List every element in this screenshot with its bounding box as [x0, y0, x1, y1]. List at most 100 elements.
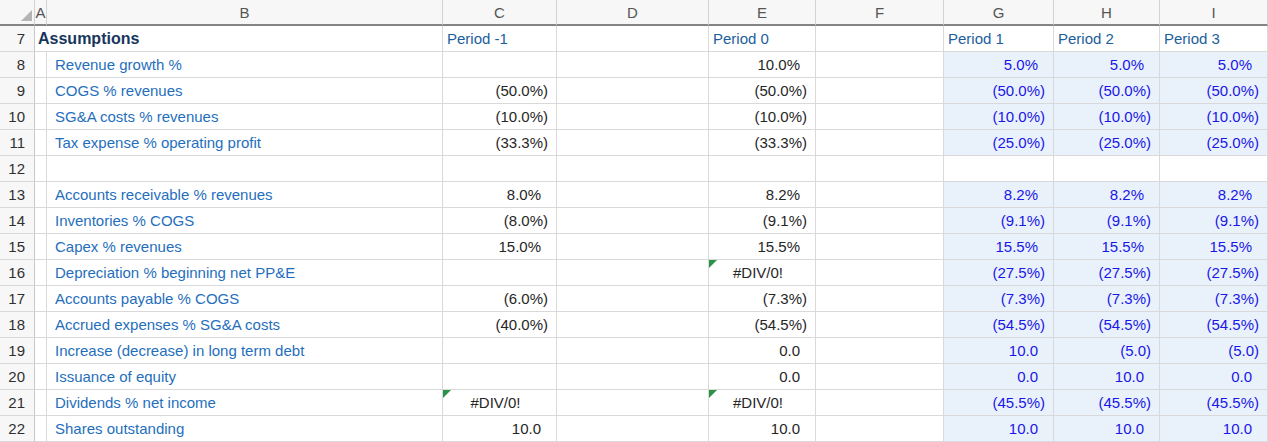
- cell-I14[interactable]: (9.1%): [1160, 208, 1268, 234]
- cell-D13[interactable]: [557, 182, 709, 208]
- row-header-22[interactable]: 22: [0, 416, 35, 442]
- cell-G16[interactable]: (27.5%): [944, 260, 1054, 286]
- cell-I15[interactable]: 15.5%: [1160, 234, 1268, 260]
- column-header-H[interactable]: H: [1054, 0, 1160, 26]
- cell-G12[interactable]: [944, 156, 1054, 182]
- cell-D7[interactable]: [557, 26, 709, 52]
- row-header-9[interactable]: 9: [0, 78, 35, 104]
- select-all-corner[interactable]: [0, 0, 35, 26]
- cell-C19[interactable]: [443, 338, 557, 364]
- cell-E8[interactable]: 10.0%: [709, 52, 816, 78]
- cell-H10[interactable]: (10.0%): [1054, 104, 1160, 130]
- cell-D21[interactable]: [557, 390, 709, 416]
- cell-A19[interactable]: [35, 338, 47, 364]
- cell-B10[interactable]: SG&A costs % revenues: [47, 104, 443, 130]
- cell-E10[interactable]: (10.0%): [709, 104, 816, 130]
- cell-A21[interactable]: [35, 390, 47, 416]
- cell-A18[interactable]: [35, 312, 47, 338]
- cell-G7[interactable]: Period 1: [944, 26, 1054, 52]
- cell-D14[interactable]: [557, 208, 709, 234]
- cell-A13[interactable]: [35, 182, 47, 208]
- row-header-16[interactable]: 16: [0, 260, 35, 286]
- cell-B15[interactable]: Capex % revenues: [47, 234, 443, 260]
- cell-E18[interactable]: (54.5%): [709, 312, 816, 338]
- cell-F13[interactable]: [816, 182, 944, 208]
- column-header-F[interactable]: F: [816, 0, 944, 26]
- cell-F15[interactable]: [816, 234, 944, 260]
- cell-C18[interactable]: (40.0%): [443, 312, 557, 338]
- cell-B20[interactable]: Issuance of equity: [47, 364, 443, 390]
- cell-I20[interactable]: 0.0: [1160, 364, 1268, 390]
- column-header-B[interactable]: B: [47, 0, 443, 26]
- cell-A20[interactable]: [35, 364, 47, 390]
- cell-F10[interactable]: [816, 104, 944, 130]
- cell-E15[interactable]: 15.5%: [709, 234, 816, 260]
- cell-E14[interactable]: (9.1%): [709, 208, 816, 234]
- cell-C20[interactable]: [443, 364, 557, 390]
- cell-G17[interactable]: (7.3%): [944, 286, 1054, 312]
- cell-C10[interactable]: (10.0%): [443, 104, 557, 130]
- cell-D12[interactable]: [557, 156, 709, 182]
- cell-I16[interactable]: (27.5%): [1160, 260, 1268, 286]
- cell-G10[interactable]: (10.0%): [944, 104, 1054, 130]
- cell-I10[interactable]: (10.0%): [1160, 104, 1268, 130]
- row-header-13[interactable]: 13: [0, 182, 35, 208]
- cell-E9[interactable]: (50.0%): [709, 78, 816, 104]
- cell-G19[interactable]: 10.0: [944, 338, 1054, 364]
- cell-A17[interactable]: [35, 286, 47, 312]
- cell-C21[interactable]: #DIV/0!: [443, 390, 557, 416]
- cell-D11[interactable]: [557, 130, 709, 156]
- cell-G15[interactable]: 15.5%: [944, 234, 1054, 260]
- cell-F20[interactable]: [816, 364, 944, 390]
- cell-A8[interactable]: [35, 52, 47, 78]
- cell-F22[interactable]: [816, 416, 944, 442]
- cell-B22[interactable]: Shares outstanding: [47, 416, 443, 442]
- cell-H15[interactable]: 15.5%: [1054, 234, 1160, 260]
- cell-G8[interactable]: 5.0%: [944, 52, 1054, 78]
- cell-D20[interactable]: [557, 364, 709, 390]
- cell-F9[interactable]: [816, 78, 944, 104]
- cell-B18[interactable]: Accrued expenses % SG&A costs: [47, 312, 443, 338]
- cell-B14[interactable]: Inventories % COGS: [47, 208, 443, 234]
- cell-D8[interactable]: [557, 52, 709, 78]
- cell-B8[interactable]: Revenue growth %: [47, 52, 443, 78]
- cell-H11[interactable]: (25.0%): [1054, 130, 1160, 156]
- cell-C9[interactable]: (50.0%): [443, 78, 557, 104]
- cell-C13[interactable]: 8.0%: [443, 182, 557, 208]
- cell-A22[interactable]: [35, 416, 47, 442]
- cell-D10[interactable]: [557, 104, 709, 130]
- cell-I8[interactable]: 5.0%: [1160, 52, 1268, 78]
- cell-E13[interactable]: 8.2%: [709, 182, 816, 208]
- cell-C8[interactable]: [443, 52, 557, 78]
- row-header-19[interactable]: 19: [0, 338, 35, 364]
- cell-D9[interactable]: [557, 78, 709, 104]
- cell-D22[interactable]: [557, 416, 709, 442]
- cell-H22[interactable]: 10.0: [1054, 416, 1160, 442]
- cell-E20[interactable]: 0.0: [709, 364, 816, 390]
- cell-F19[interactable]: [816, 338, 944, 364]
- cell-G9[interactable]: (50.0%): [944, 78, 1054, 104]
- cell-C12[interactable]: [443, 156, 557, 182]
- cell-F8[interactable]: [816, 52, 944, 78]
- row-header-8[interactable]: 8: [0, 52, 35, 78]
- cell-I22[interactable]: 10.0: [1160, 416, 1268, 442]
- cell-C16[interactable]: [443, 260, 557, 286]
- cell-B17[interactable]: Accounts payable % COGS: [47, 286, 443, 312]
- cell-H12[interactable]: [1054, 156, 1160, 182]
- cell-E12[interactable]: [709, 156, 816, 182]
- cell-H18[interactable]: (54.5%): [1054, 312, 1160, 338]
- cell-G22[interactable]: 10.0: [944, 416, 1054, 442]
- cell-A11[interactable]: [35, 130, 47, 156]
- cell-E19[interactable]: 0.0: [709, 338, 816, 364]
- cell-I7[interactable]: Period 3: [1160, 26, 1268, 52]
- cell-E7[interactable]: Period 0: [709, 26, 816, 52]
- cell-G21[interactable]: (45.5%): [944, 390, 1054, 416]
- cell-H9[interactable]: (50.0%): [1054, 78, 1160, 104]
- cell-H17[interactable]: (7.3%): [1054, 286, 1160, 312]
- cell-E11[interactable]: (33.3%): [709, 130, 816, 156]
- cell-H21[interactable]: (45.5%): [1054, 390, 1160, 416]
- row-header-12[interactable]: 12: [0, 156, 35, 182]
- cell-B21[interactable]: Dividends % net income: [47, 390, 443, 416]
- cell-B12[interactable]: [47, 156, 443, 182]
- cell-E21[interactable]: #DIV/0!: [709, 390, 816, 416]
